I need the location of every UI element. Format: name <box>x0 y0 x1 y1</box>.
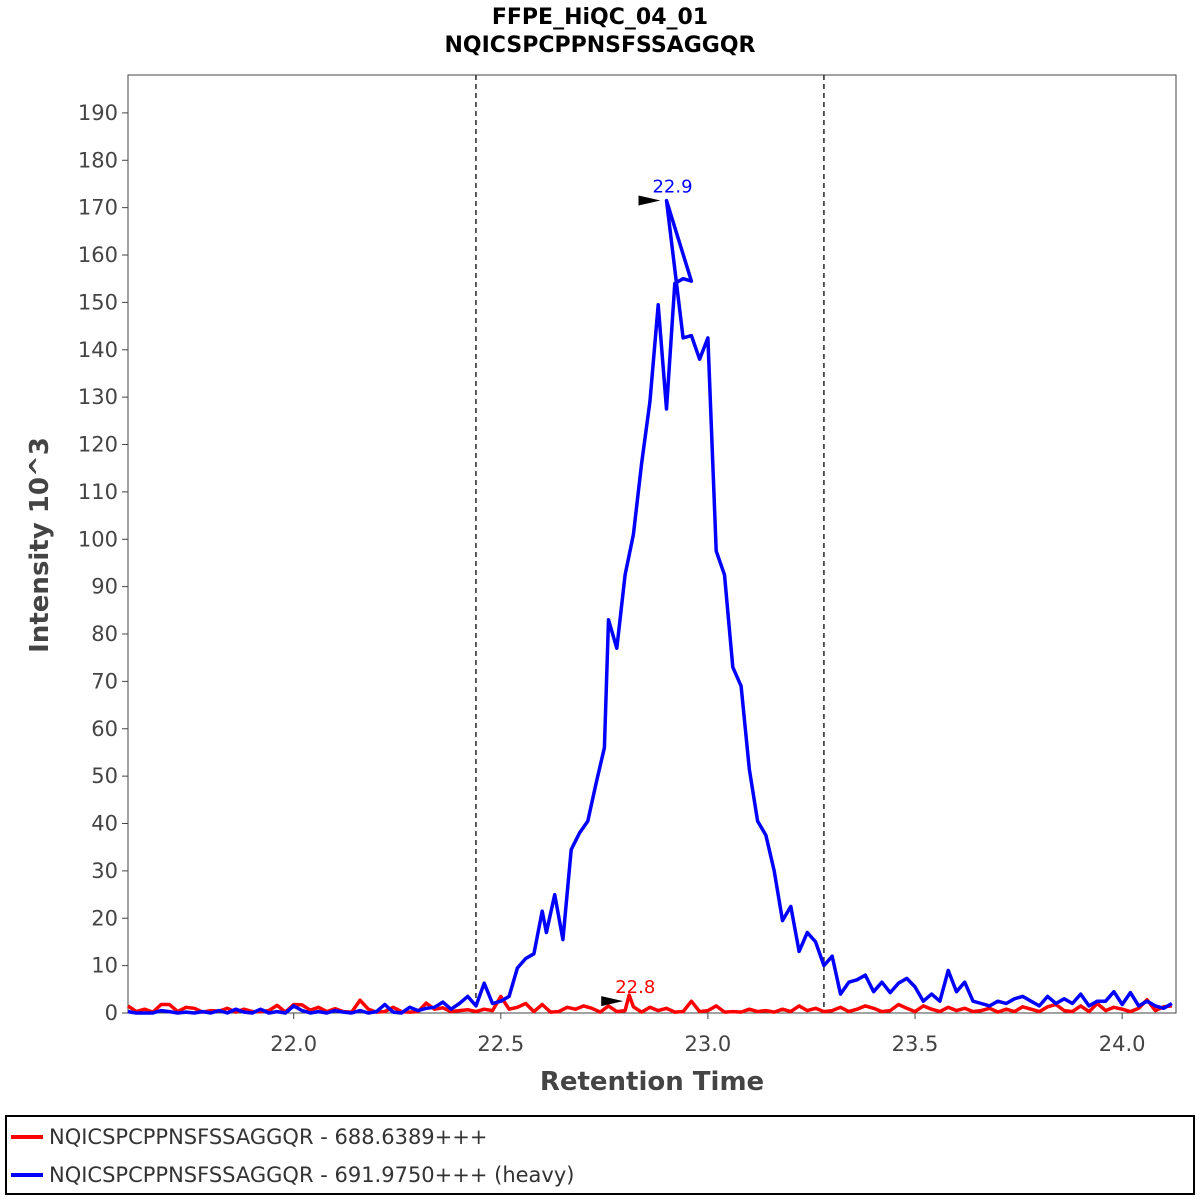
y-tick-label: 20 <box>91 906 118 930</box>
y-axis-label: Intensity 10^3 <box>25 437 55 653</box>
y-tick-label: 90 <box>91 575 118 599</box>
peak-label-1: 22.8 <box>615 977 655 998</box>
integration-boundaries <box>475 75 825 1013</box>
peak-marker-1 <box>601 996 624 1007</box>
legend-item-2: NQICSPCPPNSFSSAGGQR - 691.9750+++ (heavy… <box>11 1160 574 1190</box>
peak-annotations: 22.8 22.9 <box>601 177 693 1007</box>
y-tick-label: 50 <box>91 764 118 788</box>
y-axis: 0 10 20 30 40 50 60 70 80 90 100 110 120 130 140 150 160… <box>78 101 128 1025</box>
peak-label-2: 22.9 <box>652 177 692 198</box>
y-tick-label: 30 <box>91 859 118 883</box>
y-tick-label: 0 <box>105 1001 118 1025</box>
series-line-2 <box>127 198 1173 1015</box>
legend: NQICSPCPPNSFSSAGGQR - 688.6389+++ NQICSPC… <box>5 1115 1195 1195</box>
y-tick-label: 150 <box>78 290 118 314</box>
chromatogram-chart: FFPE_HiQC_04_01 NQICSPCPPNSFSSAGGQR 0 10 2… <box>25 5 1177 1097</box>
legend-swatch <box>11 1135 43 1139</box>
chart-subtitle: NQICSPCPPNSFSSAGGQR <box>445 33 756 58</box>
peak-marker-2 <box>638 195 661 206</box>
x-tick-label: 23.5 <box>892 1032 939 1056</box>
legend-swatch <box>11 1173 43 1177</box>
y-tick-label: 130 <box>78 385 118 409</box>
y-tick-label: 180 <box>78 148 118 172</box>
y-tick-label: 140 <box>78 338 118 362</box>
y-tick-label: 190 <box>78 101 118 125</box>
y-tick-label: 80 <box>91 622 118 646</box>
x-tick-label: 22.0 <box>270 1032 317 1056</box>
y-tick-label: 120 <box>78 433 118 457</box>
y-tick-label: 40 <box>91 812 118 836</box>
series-line-1 <box>127 993 1173 1014</box>
y-tick-label: 100 <box>78 527 118 551</box>
y-tick-label: 110 <box>78 480 118 504</box>
chart-title: FFPE_HiQC_04_01 <box>492 5 708 30</box>
plot-area <box>127 74 1177 1014</box>
legend-label: NQICSPCPPNSFSSAGGQR - 688.6389+++ <box>49 1125 488 1149</box>
x-axis-label: Retention Time <box>540 1067 764 1097</box>
y-tick-label: 60 <box>91 717 118 741</box>
x-tick-label: 24.0 <box>1099 1032 1146 1056</box>
legend-item-1: NQICSPCPPNSFSSAGGQR - 688.6389+++ <box>11 1122 487 1152</box>
legend-label: NQICSPCPPNSFSSAGGQR - 691.9750+++ (heavy… <box>49 1163 575 1187</box>
y-tick-label: 10 <box>91 954 118 978</box>
y-tick-label: 170 <box>78 196 118 220</box>
y-tick-label: 70 <box>91 669 118 693</box>
y-tick-label: 160 <box>78 243 118 267</box>
x-axis: 22.0 22.5 23.0 23.5 24.0 <box>270 1013 1146 1056</box>
x-tick-label: 22.5 <box>477 1032 524 1056</box>
x-tick-label: 23.0 <box>685 1032 732 1056</box>
series-layer <box>127 198 1173 1015</box>
